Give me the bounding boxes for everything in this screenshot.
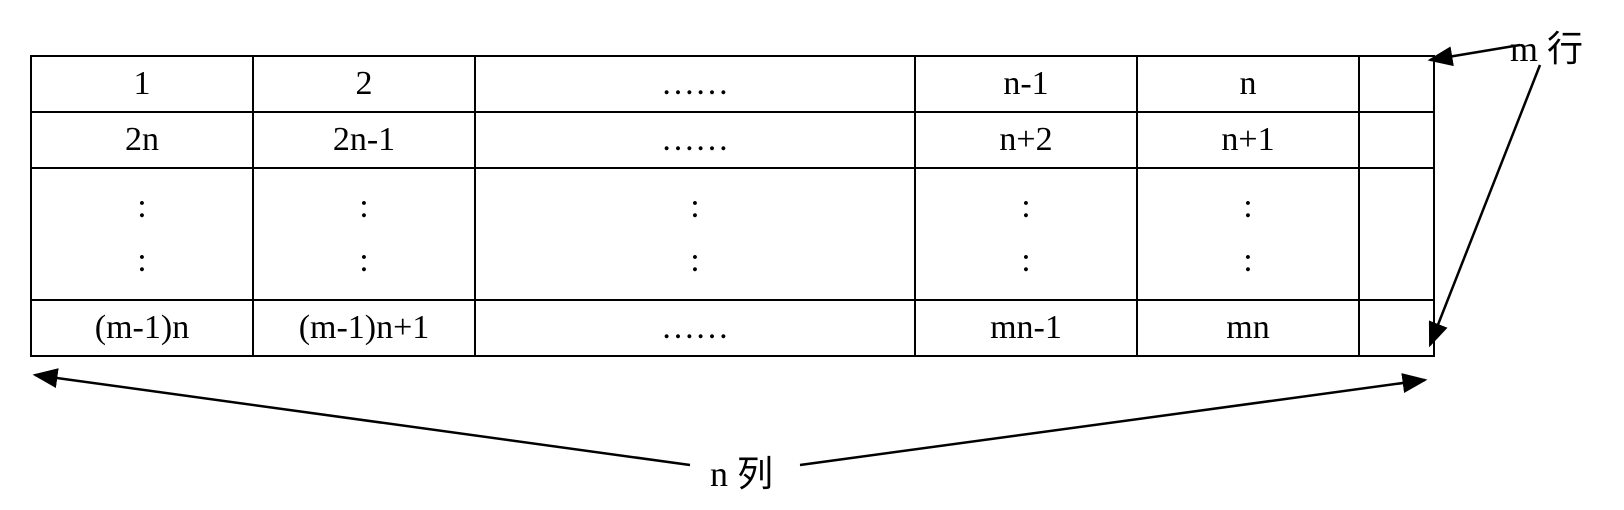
table-cell: : : bbox=[31, 168, 253, 300]
m-arrow-top bbox=[1430, 45, 1520, 60]
table-cell: mn bbox=[1137, 300, 1359, 356]
table-cell: n+1 bbox=[1137, 112, 1359, 168]
cols-label: n 列 bbox=[710, 445, 773, 497]
table-cell bbox=[1359, 168, 1434, 300]
table-row: : :: :: :: :: : bbox=[31, 168, 1434, 300]
table-cell: …… bbox=[475, 300, 915, 356]
table-cell: n-1 bbox=[915, 56, 1137, 112]
table-row: 2n2n-1……n+2n+1 bbox=[31, 112, 1434, 168]
table-cell: : : bbox=[1137, 168, 1359, 300]
table-cell: …… bbox=[475, 112, 915, 168]
table-cell: 1 bbox=[31, 56, 253, 112]
n-arrow-left bbox=[35, 375, 690, 465]
table-cell: mn-1 bbox=[915, 300, 1137, 356]
table-row: 12……n-1n bbox=[31, 56, 1434, 112]
matrix-table: 12……n-1n2n2n-1……n+2n+1: :: :: :: :: :(m-… bbox=[30, 55, 1435, 357]
table-cell bbox=[1359, 56, 1434, 112]
table-cell: 2n bbox=[31, 112, 253, 168]
table-cell bbox=[1359, 112, 1434, 168]
table-cell: : : bbox=[475, 168, 915, 300]
table-cell: n+2 bbox=[915, 112, 1137, 168]
table-row: (m-1)n(m-1)n+1……mn-1mn bbox=[31, 300, 1434, 356]
table-cell: n bbox=[1137, 56, 1359, 112]
table-cell: 2n-1 bbox=[253, 112, 475, 168]
table-cell: 2 bbox=[253, 56, 475, 112]
table-cell: : : bbox=[253, 168, 475, 300]
table-cell: : : bbox=[915, 168, 1137, 300]
table-cell bbox=[1359, 300, 1434, 356]
m-arrow-bottom bbox=[1430, 65, 1540, 345]
n-arrow-right bbox=[800, 380, 1425, 465]
table-cell: (m-1)n+1 bbox=[253, 300, 475, 356]
table-cell: (m-1)n bbox=[31, 300, 253, 356]
rows-label: m 行 bbox=[1510, 20, 1583, 72]
table-cell: …… bbox=[475, 56, 915, 112]
matrix-diagram: 12……n-1n2n2n-1……n+2n+1: :: :: :: :: :(m-… bbox=[20, 20, 1600, 490]
